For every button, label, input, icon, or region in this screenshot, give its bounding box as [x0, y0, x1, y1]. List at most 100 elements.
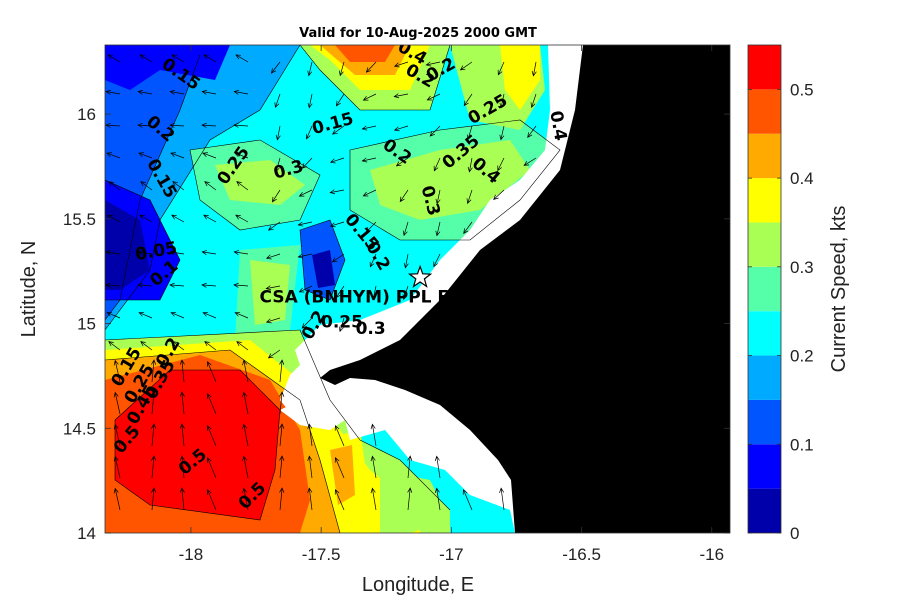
- current-vector-arrow: [204, 181, 217, 191]
- current-vectors: [105, 54, 537, 511]
- x-tick-label: -18: [179, 545, 204, 564]
- current-vector-arrow: [137, 282, 153, 288]
- current-vector-arrow: [433, 253, 441, 268]
- colorbar-band: [748, 178, 781, 223]
- current-vector-arrow: [434, 487, 441, 511]
- current-vector-arrow: [523, 157, 537, 166]
- current-vector-arrow: [329, 157, 345, 164]
- current-vector-arrow: [202, 311, 217, 319]
- contour-line: [105, 45, 301, 331]
- station-marker: CSA (BNHYM) PPL EE: [260, 264, 461, 307]
- current-vector-arrow: [265, 285, 281, 291]
- current-vector-arrow: [170, 311, 185, 319]
- current-vector-arrow: [107, 54, 121, 63]
- current-vector-arrow: [365, 61, 377, 73]
- contour-line: [105, 349, 341, 533]
- current-vector-arrow: [335, 285, 345, 299]
- current-vector-arrow: [242, 487, 249, 511]
- x-tick-label: -16.5: [562, 545, 601, 564]
- current-vector-arrow: [371, 285, 377, 301]
- current-vector-arrow: [307, 455, 313, 479]
- colorbar-tick-label: 0: [790, 524, 799, 543]
- current-vector-arrow: [307, 61, 313, 77]
- current-vector-arrow: [179, 391, 185, 415]
- current-vector-arrow: [105, 282, 121, 288]
- speed-band-high-lower: [250, 260, 290, 325]
- current-vector-arrow: [105, 122, 121, 128]
- current-vector-arrow: [365, 221, 377, 233]
- current-vector-arrow: [435, 221, 441, 237]
- current-vector-arrow: [298, 285, 313, 293]
- current-vector-arrow: [169, 282, 185, 288]
- current-vector-arrow: [370, 455, 377, 479]
- current-vector-arrow: [107, 214, 121, 223]
- current-vector-arrow: [206, 360, 217, 383]
- current-vector-arrow: [307, 93, 313, 109]
- cape-mask: [280, 330, 355, 430]
- colorbar-band: [748, 133, 781, 179]
- current-vector-arrow: [297, 221, 313, 227]
- current-vector-arrow: [499, 125, 505, 141]
- current-vector-arrow: [463, 221, 473, 234]
- current-vector-arrow: [530, 93, 537, 109]
- current-vector-arrow: [499, 93, 505, 109]
- colorbar-tick-label: 0.1: [790, 435, 814, 454]
- colorbar-band: [748, 355, 781, 400]
- current-vector-arrow: [169, 250, 185, 255]
- current-vector-arrow: [370, 487, 377, 511]
- current-vector-arrow: [108, 341, 121, 351]
- current-vector-arrow: [113, 487, 121, 511]
- current-vector-arrow: [407, 455, 413, 479]
- current-vector-arrow: [274, 93, 281, 108]
- current-vector-arrow: [235, 54, 249, 63]
- current-vector-arrow: [203, 214, 217, 223]
- colorbar-band: [748, 444, 781, 489]
- speed-band-south-east-c: [380, 470, 450, 533]
- current-vector-arrow: [361, 125, 377, 131]
- current-vector-arrow: [233, 89, 249, 95]
- current-vector-arrow: [527, 125, 537, 138]
- current-vector-arrow: [463, 93, 473, 107]
- colorbar-band: [748, 222, 781, 267]
- colorbar-label: Current Speed, kts: [828, 206, 850, 373]
- current-vector-arrow: [137, 250, 153, 255]
- current-vector-arrow: [426, 93, 441, 101]
- contour-line: [299, 45, 451, 111]
- current-vector-arrow: [113, 359, 121, 383]
- current-vector-arrow: [279, 487, 285, 511]
- current-vector-arrow: [137, 89, 153, 95]
- current-vector-arrow: [362, 93, 377, 101]
- current-vector-arrow: [179, 359, 185, 383]
- current-vector-arrow: [151, 455, 157, 479]
- land-area: [320, 45, 730, 533]
- speed-band-ne-b: [500, 45, 540, 110]
- current-vector-arrow: [179, 423, 185, 447]
- current-vector-arrow: [201, 282, 217, 288]
- current-vector-arrow: [369, 253, 377, 268]
- current-vector-arrow: [279, 391, 285, 415]
- current-vector-arrow: [105, 89, 121, 95]
- y-tick-label: 15: [77, 315, 96, 334]
- y-tick-label: 15.5: [63, 210, 96, 229]
- current-vector-arrow: [170, 152, 185, 159]
- current-vector-arrow: [402, 221, 409, 237]
- current-vector-arrow: [203, 54, 217, 63]
- current-vector-arrow: [497, 61, 505, 76]
- current-vector-arrow: [279, 423, 285, 447]
- current-vector-arrow: [235, 214, 249, 223]
- y-tick-label: 14.5: [63, 419, 96, 438]
- colorbar: 0 0.1 0.2 0.3 0.4 0.5: [747, 44, 814, 543]
- current-vector-arrow: [204, 341, 217, 351]
- colorbar-band: [748, 89, 781, 134]
- y-axis-label: Latitude, N: [18, 241, 40, 338]
- y-tick-label: 14: [77, 524, 96, 543]
- contour-line: [349, 119, 561, 241]
- contour-line: [105, 179, 181, 301]
- current-vector-arrow: [493, 189, 505, 201]
- colorbar-tick-label: 0.4: [790, 169, 814, 188]
- x-axis: -18 -17.5 -17 -16.5 -16: [179, 45, 724, 564]
- current-vector-arrow: [434, 455, 441, 479]
- speed-band-south-peak: [115, 370, 280, 520]
- current-vector-arrow: [151, 391, 157, 415]
- current-vector-arrow: [138, 311, 153, 319]
